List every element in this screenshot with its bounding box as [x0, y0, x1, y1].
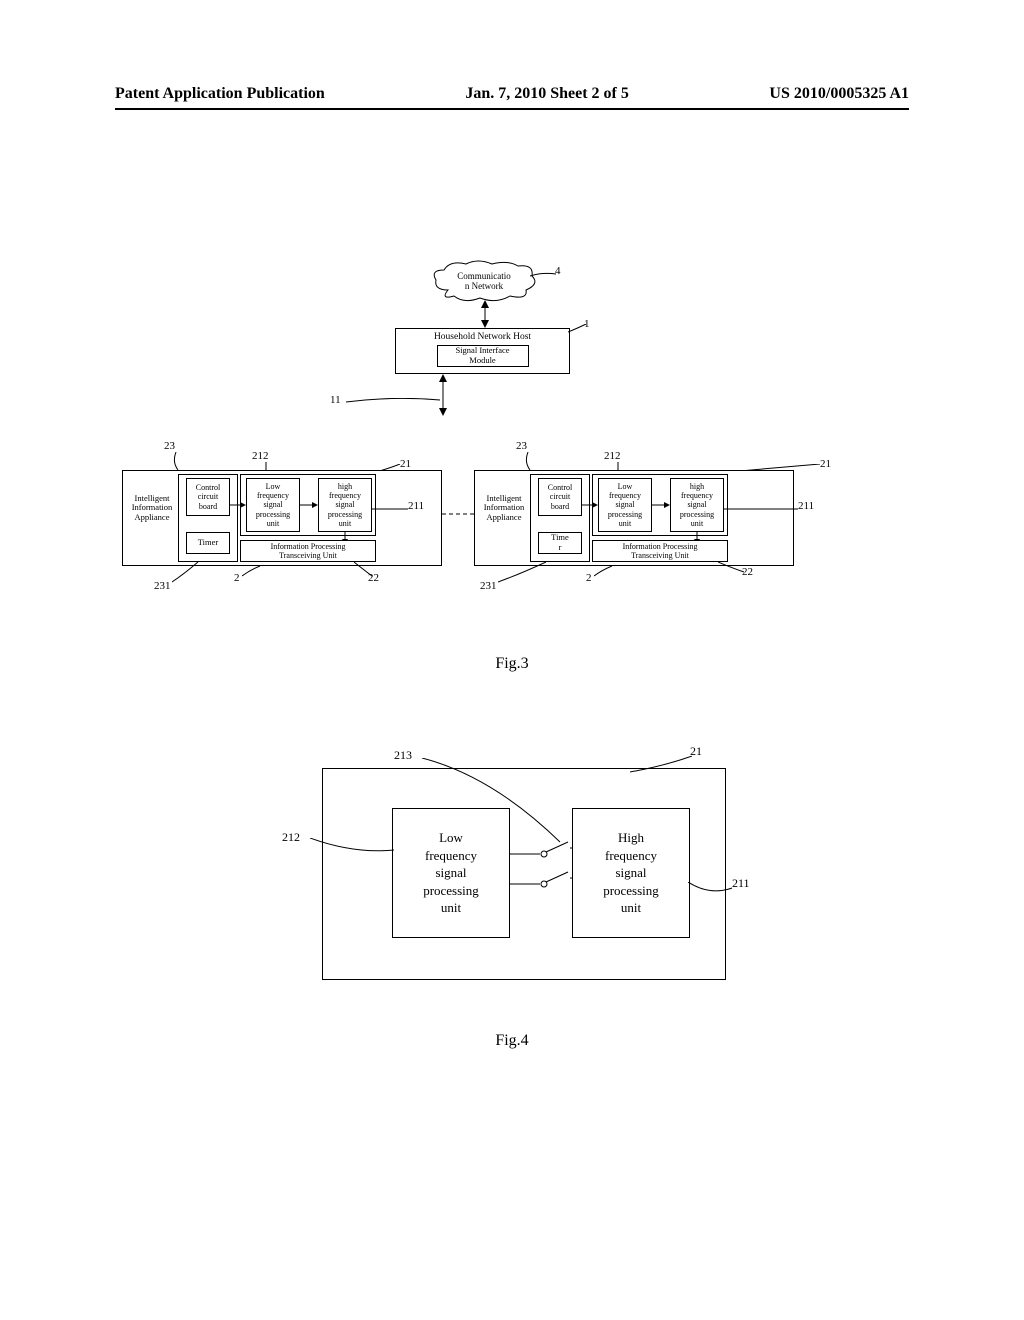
right-timer: Timer	[538, 532, 582, 554]
left-label-211: 211	[408, 500, 424, 512]
label-11: 11	[330, 394, 341, 406]
fig4-label-211: 211	[732, 876, 750, 891]
header-right: US 2010/0005325 A1	[769, 85, 909, 103]
right-low-freq: Low frequency signal processing unit	[598, 478, 652, 532]
left-appliance-label: Intelligent Information Appliance	[128, 494, 176, 522]
header-left: Patent Application Publication	[115, 85, 325, 103]
host-box: Household Network Host Signal Interface …	[395, 328, 570, 374]
left-info-unit: Information Processing Transceiving Unit	[240, 540, 376, 562]
right-label-212: 212	[604, 450, 621, 462]
left-label-231: 231	[154, 580, 171, 592]
left-control-board: Control circuit board	[186, 478, 230, 516]
cloud-network: Communicatio n Network	[430, 260, 538, 302]
right-label-23: 23	[516, 440, 527, 452]
left-label-23: 23	[164, 440, 175, 452]
left-low-freq: Low frequency signal processing unit	[246, 478, 300, 532]
left-timer: Timer	[186, 532, 230, 554]
header-center: Jan. 7, 2010 Sheet 2 of 5	[465, 85, 629, 103]
fig4-label-212: 212	[282, 830, 300, 845]
fig4-label-213: 213	[394, 748, 412, 763]
fig3-caption: Fig.3	[0, 655, 1024, 673]
header-row: Patent Application Publication Jan. 7, 2…	[0, 85, 1024, 103]
right-appliance-label: Intelligent Information Appliance	[480, 494, 528, 522]
cloud-text: Communicatio n Network	[430, 260, 538, 292]
fig4-high-freq: High frequency signal processing unit	[572, 808, 690, 938]
host-title: Household Network Host	[434, 332, 531, 343]
left-high-freq: high frequency signal processing unit	[318, 478, 372, 532]
right-label-2: 2	[586, 572, 592, 584]
left-label-2: 2	[234, 572, 240, 584]
right-info-unit: Information Processing Transceiving Unit	[592, 540, 728, 562]
header-rule	[115, 108, 909, 110]
signal-interface-module: Signal Interface Module	[437, 345, 529, 367]
right-high-freq: high frequency signal processing unit	[670, 478, 724, 532]
left-label-212: 212	[252, 450, 269, 462]
right-label-211: 211	[798, 500, 814, 512]
fig4-caption: Fig.4	[0, 1032, 1024, 1050]
right-label-231: 231	[480, 580, 497, 592]
right-control-board: Control circuit board	[538, 478, 582, 516]
